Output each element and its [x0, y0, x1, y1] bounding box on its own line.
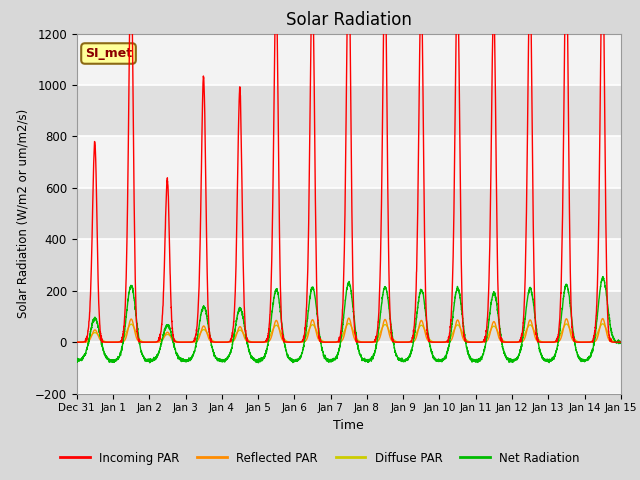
Line: Incoming PAR: Incoming PAR — [77, 0, 621, 342]
Net Radiation — [441, 355, 449, 360]
Net Radiation — [617, 340, 625, 346]
Legend: Incoming PAR, Reflected PAR, Diffuse PAR, Net Radiation: Incoming PAR, Reflected PAR, Diffuse PAR… — [56, 447, 584, 469]
Diffuse PAR — [471, 339, 479, 345]
Diffuse PAR — [171, 337, 179, 343]
Reflected PAR — [73, 339, 81, 345]
Reflected PAR — [471, 339, 479, 345]
Title: Solar Radiation: Solar Radiation — [286, 11, 412, 29]
Reflected PAR — [328, 339, 336, 345]
Bar — [77, 240, 621, 291]
Diffuse PAR — [73, 339, 81, 345]
Line: Reflected PAR: Reflected PAR — [77, 318, 621, 342]
Reflected PAR — [345, 315, 353, 321]
Diffuse PAR — [502, 339, 509, 345]
Diffuse PAR — [345, 321, 353, 326]
Net Radiation — [171, 344, 179, 350]
Bar — [77, 34, 621, 85]
Net Radiation — [502, 352, 509, 358]
Net Radiation — [471, 358, 479, 363]
Reflected PAR — [171, 339, 179, 345]
Text: SI_met: SI_met — [85, 47, 132, 60]
Reflected PAR — [441, 339, 449, 345]
Incoming PAR — [471, 339, 479, 345]
Bar — [77, 342, 621, 394]
Diffuse PAR — [617, 339, 625, 345]
Incoming PAR — [441, 339, 449, 345]
Net Radiation — [616, 339, 624, 345]
Net Radiation — [73, 358, 81, 364]
Net Radiation — [255, 360, 262, 366]
Incoming PAR — [73, 339, 81, 345]
Bar — [77, 85, 621, 136]
Reflected PAR — [616, 339, 624, 345]
Incoming PAR — [329, 339, 337, 345]
Diffuse PAR — [616, 339, 624, 345]
Bar — [77, 291, 621, 342]
X-axis label: Time: Time — [333, 419, 364, 432]
Reflected PAR — [617, 339, 625, 345]
Y-axis label: Solar Radiation (W/m2 or um/m2/s): Solar Radiation (W/m2 or um/m2/s) — [17, 109, 29, 318]
Bar — [77, 188, 621, 240]
Line: Net Radiation: Net Radiation — [77, 276, 621, 363]
Bar — [77, 136, 621, 188]
Incoming PAR — [99, 339, 106, 345]
Incoming PAR — [171, 338, 179, 344]
Incoming PAR — [617, 339, 625, 345]
Incoming PAR — [502, 339, 509, 345]
Incoming PAR — [616, 339, 624, 345]
Reflected PAR — [502, 339, 509, 345]
Line: Diffuse PAR: Diffuse PAR — [77, 324, 621, 342]
Diffuse PAR — [328, 339, 336, 345]
Net Radiation — [599, 274, 607, 279]
Net Radiation — [329, 358, 337, 363]
Diffuse PAR — [441, 339, 449, 345]
